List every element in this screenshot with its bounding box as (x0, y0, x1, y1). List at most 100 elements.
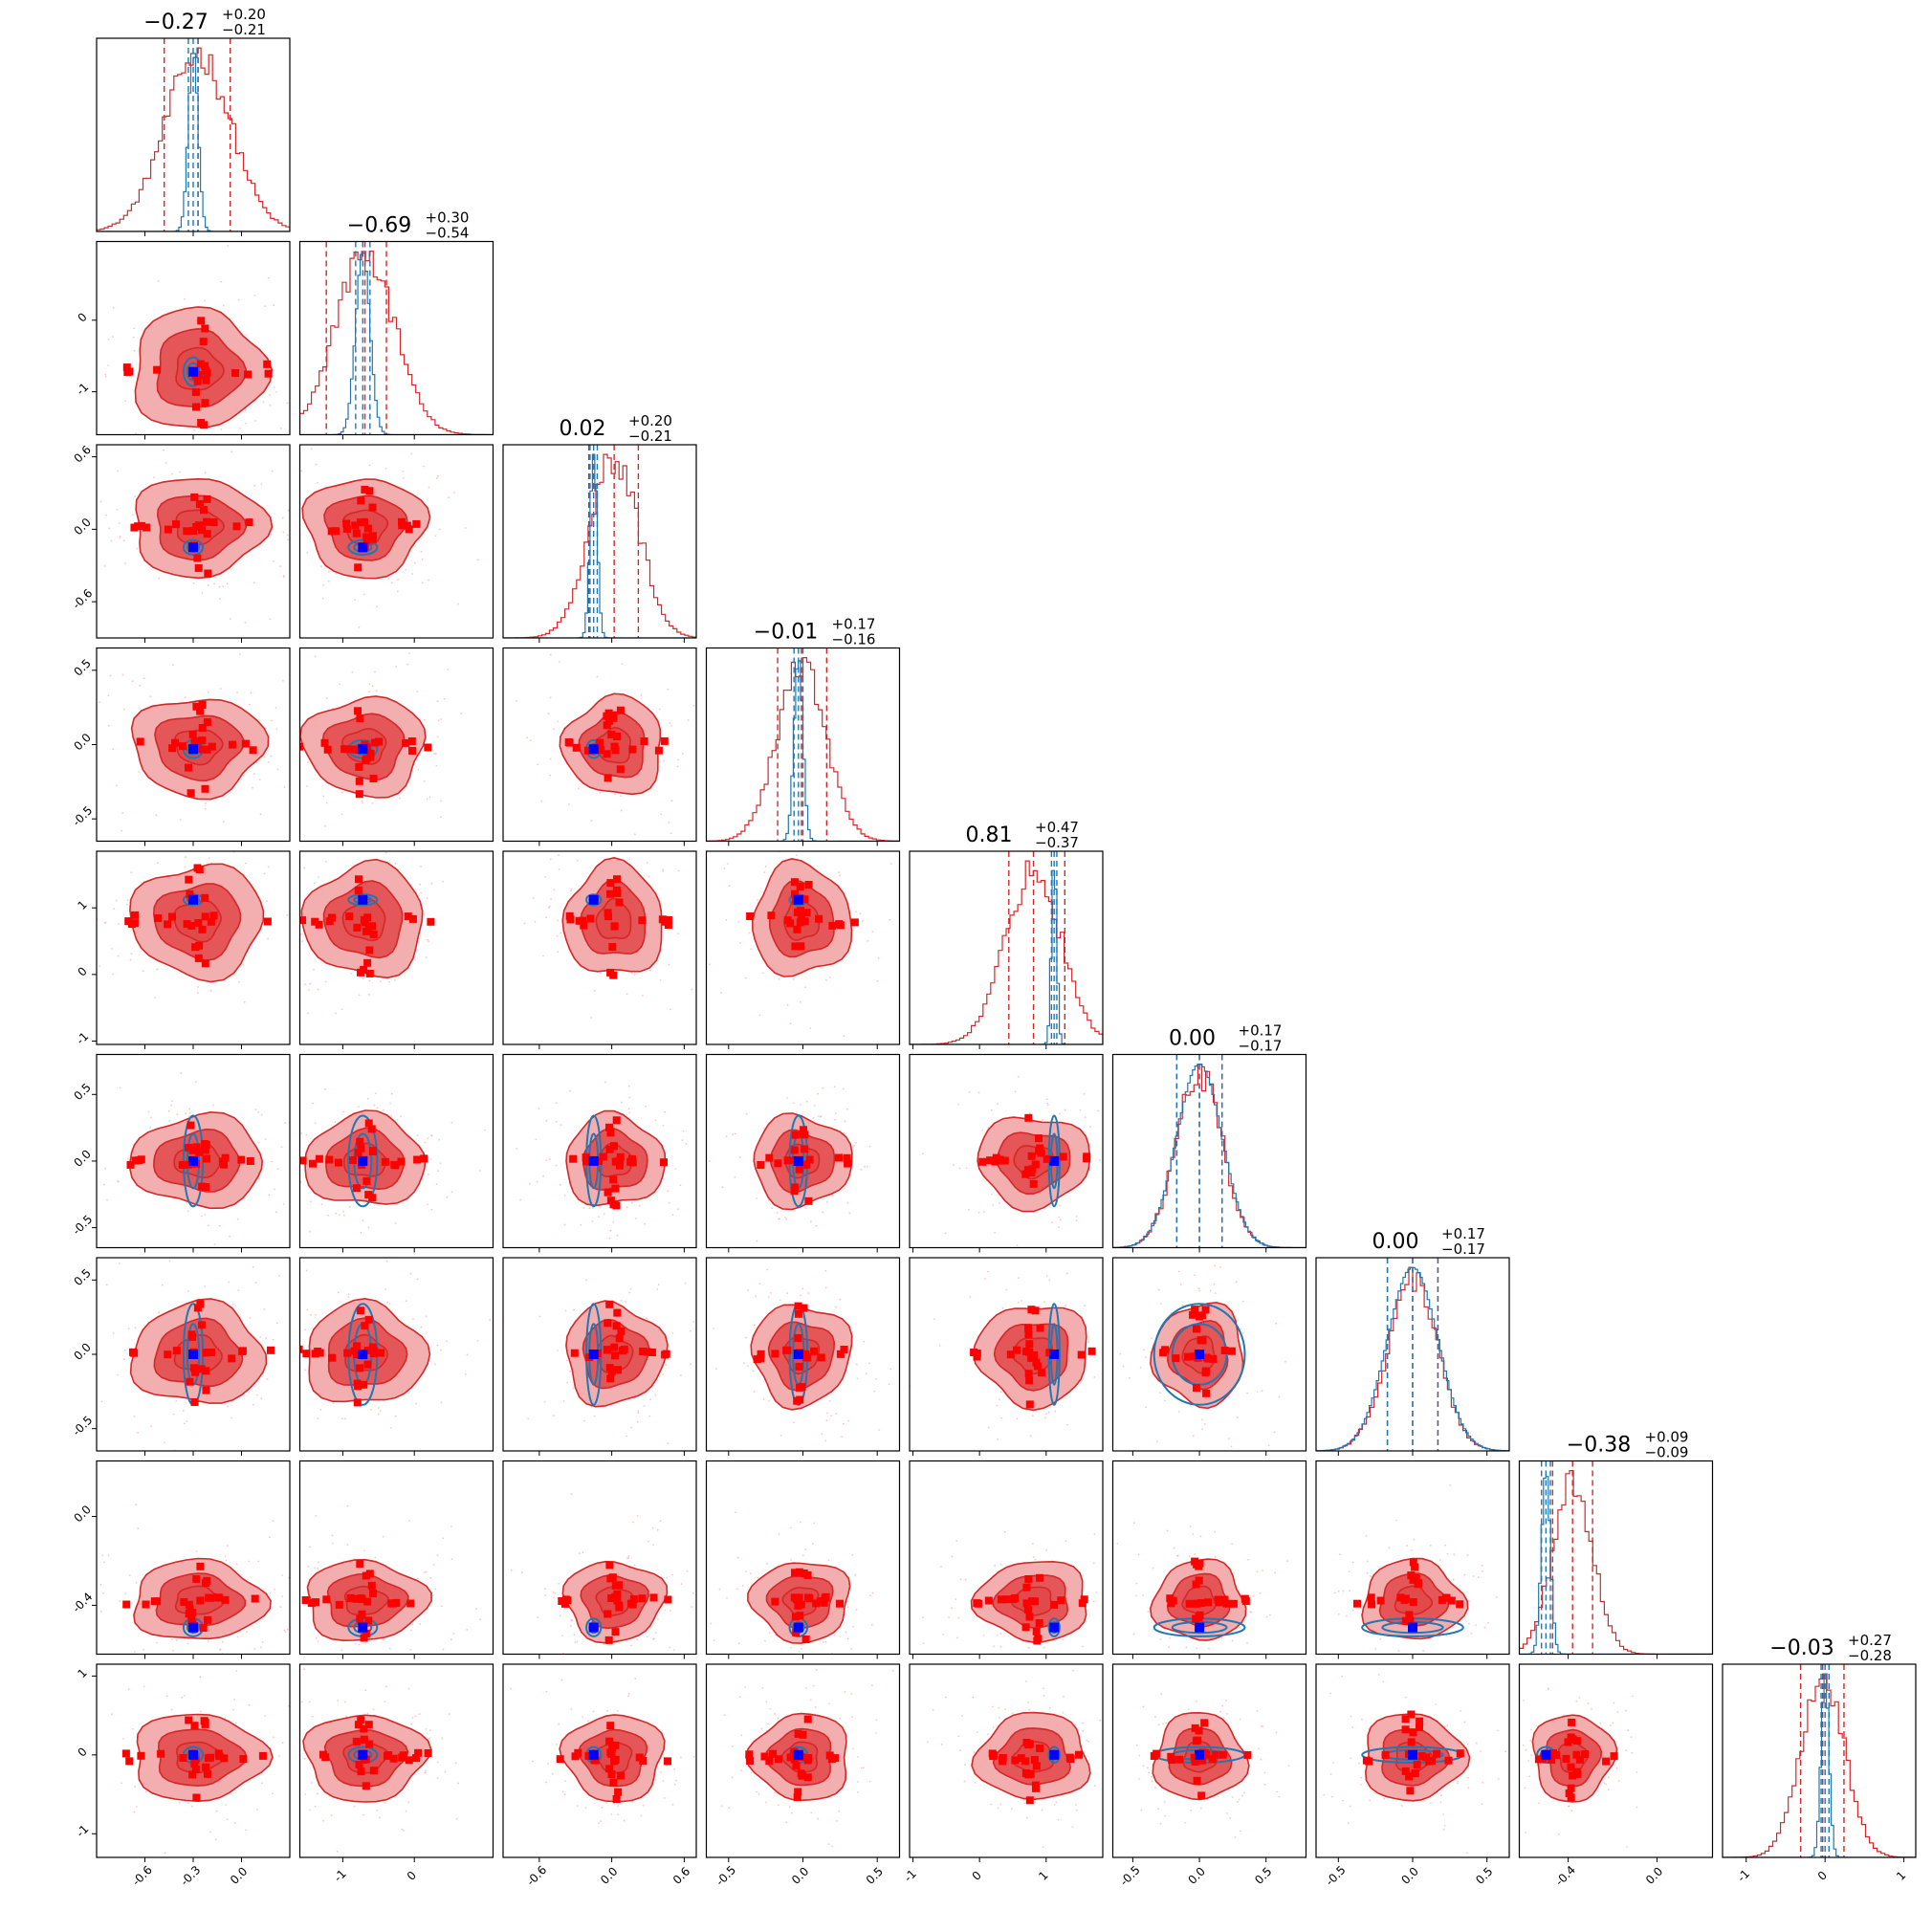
sample-marker (827, 1755, 836, 1764)
x-tick-label-0-1: -0.3 (178, 1863, 203, 1888)
sample-marker (198, 1182, 207, 1191)
sample-marker (353, 1379, 362, 1388)
sample-marker (1401, 1616, 1410, 1625)
sample-marker (1038, 1369, 1046, 1377)
sample-marker (1032, 1762, 1041, 1770)
truth-marker-7-4 (1049, 1622, 1060, 1633)
sample-marker (154, 914, 163, 922)
sample-marker (978, 1157, 987, 1166)
sample-marker (1001, 1595, 1010, 1604)
sample-marker (402, 738, 410, 747)
scatter-panel-3-1 (298, 647, 494, 846)
x-tick-label-8-1: 0 (1815, 1869, 1830, 1883)
sample-marker (205, 1593, 213, 1602)
sample-marker (620, 1345, 628, 1353)
sample-marker (369, 775, 378, 782)
sample-marker (171, 738, 179, 747)
sample-marker (354, 1149, 362, 1156)
sample-marker (1083, 1154, 1091, 1163)
sample-marker (345, 912, 354, 921)
reference-contour-6-5-0 (1153, 1303, 1246, 1406)
sample-marker (607, 1368, 616, 1376)
sample-marker (1401, 1767, 1410, 1775)
sample-marker (1196, 1312, 1204, 1321)
sample-marker (583, 746, 592, 755)
sample-marker (1562, 1754, 1570, 1763)
sample-marker (368, 1147, 377, 1155)
sample-marker (1569, 1771, 1577, 1780)
sample-marker (604, 909, 612, 917)
sample-marker (356, 1306, 364, 1315)
sample-marker (361, 918, 369, 927)
sample-marker (251, 1594, 259, 1603)
sample-marker (126, 1160, 135, 1169)
sample-marker (191, 1368, 200, 1376)
sample-marker (1172, 1354, 1180, 1363)
reference-histogram-3 (706, 660, 900, 842)
sample-marker (197, 1321, 206, 1329)
sample-marker (364, 1315, 373, 1324)
sample-marker (356, 1364, 364, 1372)
sample-marker (817, 1353, 825, 1362)
hist-panel-2: 0.02 +0.20−0.21 (502, 412, 697, 643)
sample-marker (125, 367, 134, 376)
sample-marker (1602, 1757, 1611, 1766)
reference-histogram-4 (910, 869, 1103, 1044)
scatter-panel-5-2 (502, 1053, 697, 1253)
sample-marker (1030, 1351, 1039, 1359)
sample-marker (596, 738, 604, 747)
sample-marker (215, 1752, 224, 1761)
sample-marker (201, 399, 209, 407)
sample-marker (203, 530, 211, 538)
y-tick-label-1-1: 0 (76, 310, 90, 324)
panel-frame (298, 1257, 494, 1452)
y-tick-label-8-1: 0 (76, 1745, 90, 1759)
sample-marker (1190, 1753, 1198, 1762)
sample-marker (351, 521, 360, 530)
sample-marker (1581, 1750, 1590, 1758)
sample-marker (365, 946, 374, 955)
sample-marker (365, 1570, 374, 1578)
sample-marker (603, 712, 611, 720)
sample-marker (1021, 1623, 1030, 1632)
sample-marker (1401, 1594, 1410, 1603)
sample-marker (1197, 1791, 1206, 1800)
sample-marker (791, 942, 800, 951)
sample-marker (192, 403, 200, 411)
sample-marker (611, 1628, 620, 1636)
sample-marker (1175, 1755, 1184, 1764)
sample-marker (196, 1300, 205, 1308)
hist-panel-3: −0.01 +0.17−0.16 (705, 616, 901, 846)
sample-marker (615, 1161, 624, 1170)
sample-marker (201, 324, 209, 333)
sample-marker (612, 1795, 621, 1803)
sample-marker (603, 1346, 611, 1354)
sample-marker (187, 1615, 196, 1624)
sample-marker (661, 1350, 670, 1359)
sample-marker (245, 518, 253, 527)
sample-marker (362, 1176, 371, 1185)
sample-marker (1153, 1749, 1161, 1758)
sample-marker (609, 1778, 618, 1787)
sample-marker (353, 745, 362, 754)
reference-histogram-2 (503, 453, 696, 638)
truth-marker-4-1 (358, 894, 368, 905)
sample-marker (164, 920, 172, 929)
sample-marker (371, 738, 380, 747)
sample-marker (202, 1386, 210, 1394)
sample-marker (1442, 1593, 1451, 1602)
sample-marker (201, 912, 209, 921)
param-title-plus-1: +0.30 (426, 209, 470, 227)
sample-marker (1572, 1750, 1581, 1759)
truth-marker-5-1 (358, 1155, 368, 1166)
sample-marker (335, 1158, 342, 1167)
sample-marker (992, 1153, 1000, 1162)
x-tick-label-4-2: 1 (1036, 1869, 1050, 1883)
panel-frame (502, 1053, 697, 1249)
sample-marker (1024, 1575, 1033, 1583)
x-tick-label-0-2: 0.0 (228, 1864, 250, 1886)
sample-marker (198, 724, 207, 732)
sample-marker (404, 912, 412, 921)
truth-marker-4-0 (188, 894, 198, 905)
sample-marker (586, 914, 595, 923)
